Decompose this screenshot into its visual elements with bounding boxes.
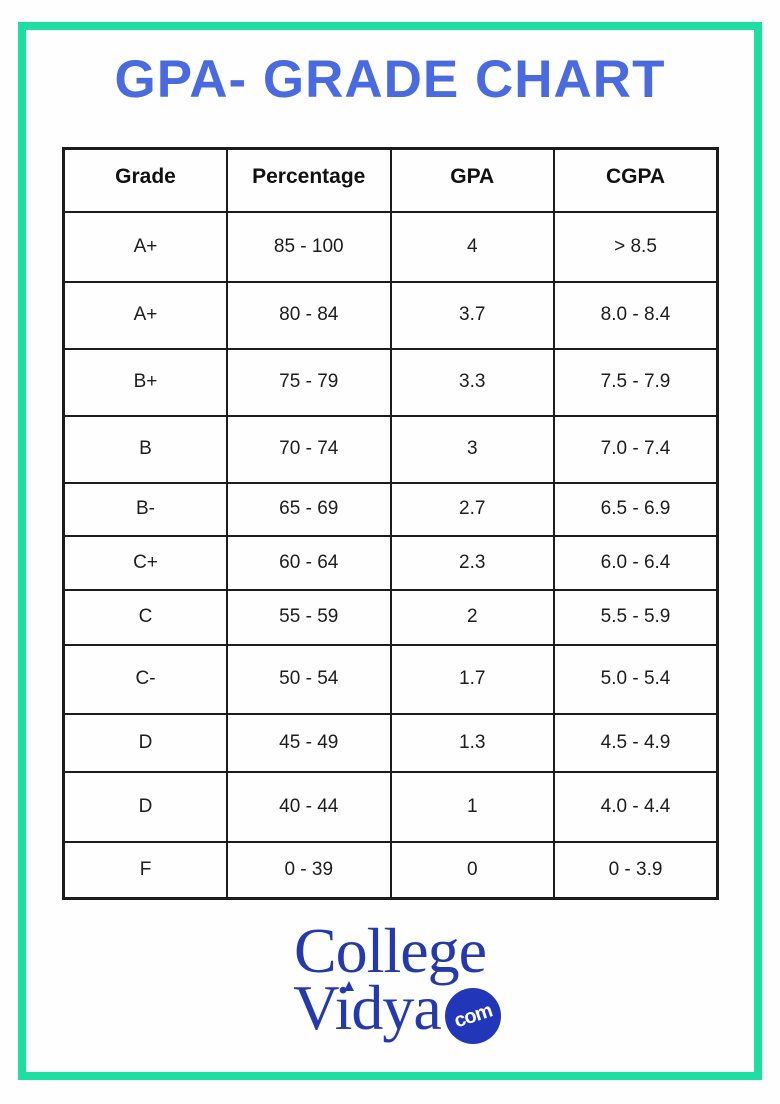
table-cell: 3.3 (389, 347, 555, 417)
college-vidya-logo: College Vidya com (0, 915, 780, 1044)
table-cell: 50 - 54 (226, 643, 392, 715)
table-cell: 2.3 (389, 534, 555, 591)
header-grade: Grade (62, 147, 228, 213)
table-cell: 65 - 69 (226, 481, 392, 537)
table-cell: 5.5 - 5.9 (553, 588, 719, 646)
table-cell: B- (62, 481, 228, 537)
table-cell: D (62, 712, 228, 773)
table-cell: 45 - 49 (226, 712, 392, 773)
table-row: A+ 80 - 84 3.7 8.0 - 8.4 (62, 280, 719, 350)
table-cell: 3 (389, 414, 555, 484)
green-border-frame (18, 22, 762, 1080)
table-row: A+ 85 - 100 4 > 8.5 (62, 210, 719, 283)
table-cell: 7.0 - 7.4 (553, 414, 719, 484)
table-cell: 40 - 44 (226, 770, 392, 843)
table-cell: 6.5 - 6.9 (553, 481, 719, 537)
table-cell: F (62, 840, 228, 900)
com-badge: com (444, 988, 501, 1044)
table-cell: 1.7 (389, 643, 555, 715)
table-cell: 1.3 (389, 712, 555, 773)
logo-vidya-label: Vidya (293, 972, 442, 1043)
table-cell: C+ (62, 534, 228, 591)
table-row: D 45 - 49 1.3 4.5 - 4.9 (62, 712, 719, 773)
table-cell: 8.0 - 8.4 (553, 280, 719, 350)
table-cell: 85 - 100 (226, 210, 392, 283)
table-cell: C- (62, 643, 228, 715)
page-title: GPA- GRADE CHART (114, 50, 666, 109)
logo-text-vidya: Vidya (293, 976, 442, 1040)
table-cell: 70 - 74 (226, 414, 392, 484)
table-body: A+ 85 - 100 4 > 8.5 A+ 80 - 84 3.7 8.0 - 8.4 B+ 7… (62, 210, 719, 900)
table-cell: 60 - 64 (226, 534, 392, 591)
table-cell: 1 (389, 770, 555, 843)
table-cell: 0 - 3.9 (553, 840, 719, 900)
table-cell: 55 - 59 (226, 588, 392, 646)
table-cell: 6.0 - 6.4 (553, 534, 719, 591)
table-cell: 4 (389, 210, 555, 283)
table-row: D 40 - 44 1 4.0 - 4.4 (62, 770, 719, 843)
logo-line2: Vidya com (14, 976, 780, 1044)
table-cell: > 8.5 (553, 210, 719, 283)
table-cell: A+ (62, 210, 228, 283)
table-row: C 55 - 59 2 5.5 - 5.9 (62, 588, 719, 646)
table-cell: 0 - 39 (226, 840, 392, 900)
table-cell: 2.7 (389, 481, 555, 537)
table-cell: C (62, 588, 228, 646)
logo-text-college: College (293, 915, 487, 986)
table-row: B 70 - 74 3 7.0 - 7.4 (62, 414, 719, 484)
table-cell: B+ (62, 347, 228, 417)
gpa-grade-table: Grade Percentage GPA CGPA A+ 85 - 100 4 > 8… (62, 147, 719, 900)
table-row: B+ 75 - 79 3.3 7.5 - 7.9 (62, 347, 719, 417)
table-cell: D (62, 770, 228, 843)
header-percentage: Percentage (226, 147, 392, 213)
table-cell: 3.7 (389, 280, 555, 350)
table-cell: A+ (62, 280, 228, 350)
table-cell: B (62, 414, 228, 484)
table-row: C+ 60 - 64 2.3 6.0 - 6.4 (62, 534, 719, 591)
table-cell: 2 (389, 588, 555, 646)
table-cell: 4.0 - 4.4 (553, 770, 719, 843)
table-cell: 5.0 - 5.4 (553, 643, 719, 715)
table-cell: 0 (389, 840, 555, 900)
header-gpa: GPA (389, 147, 555, 213)
table-cell: 4.5 - 4.9 (553, 712, 719, 773)
header-row: Grade Percentage GPA CGPA (62, 147, 719, 213)
table-header: Grade Percentage GPA CGPA (62, 147, 719, 213)
table-cell: 75 - 79 (226, 347, 392, 417)
table-cell: 80 - 84 (226, 280, 392, 350)
pencil-icon (344, 981, 355, 991)
table-row: C- 50 - 54 1.7 5.0 - 5.4 (62, 643, 719, 715)
table-row: B- 65 - 69 2.7 6.5 - 6.9 (62, 481, 719, 537)
header-cgpa: CGPA (553, 147, 719, 213)
table-cell: 7.5 - 7.9 (553, 347, 719, 417)
